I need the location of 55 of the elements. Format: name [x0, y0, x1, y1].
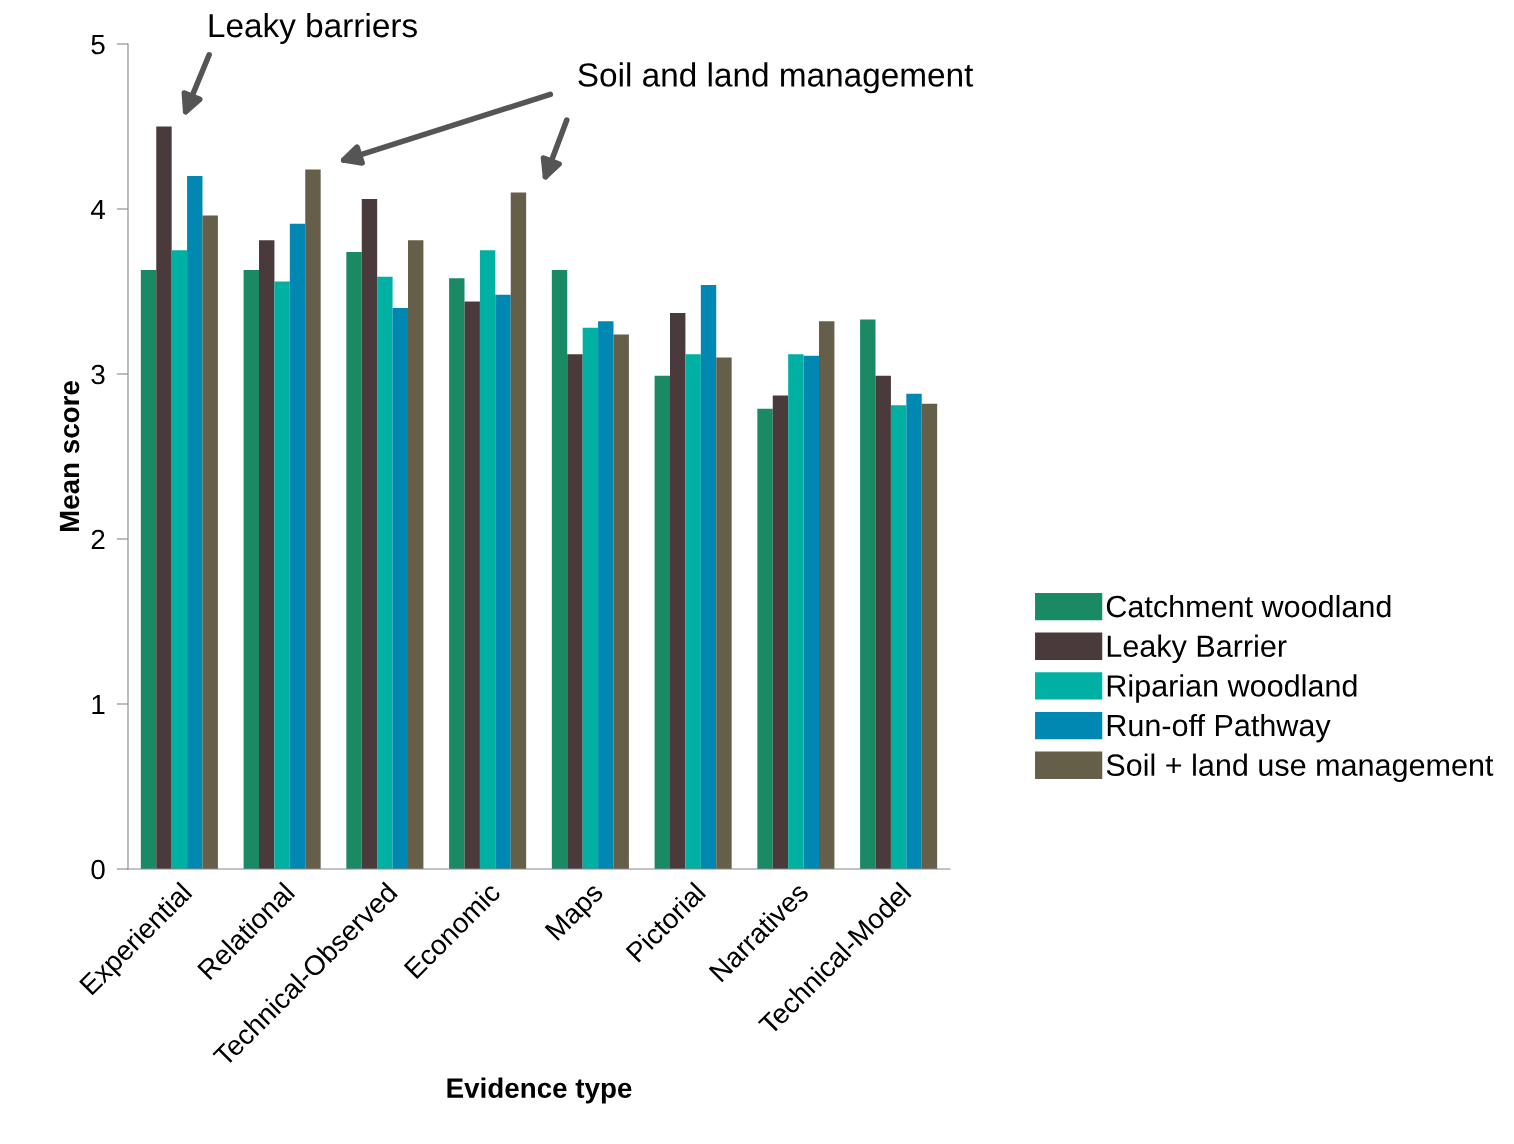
- bar: [818, 321, 835, 869]
- y-axis-title: Mean score: [59, 381, 80, 532]
- legend-label: Catchment woodland: [1106, 594, 1391, 618]
- bar: [700, 284, 717, 869]
- legend-label: Riparian woodland: [1107, 674, 1357, 703]
- bar: [772, 395, 789, 869]
- bar: [788, 354, 804, 869]
- bar: [243, 270, 260, 869]
- bar: [449, 278, 465, 869]
- bar: [407, 240, 424, 869]
- legend-label: Soil + land use management: [1106, 753, 1494, 783]
- bar: [464, 301, 480, 869]
- bar: [274, 281, 290, 869]
- annotation: Leaky barriers: [209, 12, 417, 44]
- bar: [757, 408, 773, 869]
- y-tick-label: 4: [90, 199, 105, 220]
- bar: [551, 270, 568, 869]
- y-tick-label: 1: [92, 694, 105, 715]
- bar: [582, 327, 599, 869]
- bar: [685, 354, 701, 869]
- bar: [140, 270, 157, 869]
- bar: [613, 334, 629, 869]
- bar: [346, 251, 362, 869]
- bar: [598, 321, 614, 869]
- bar: [479, 250, 496, 869]
- bar: [171, 250, 188, 869]
- bar: [510, 192, 527, 869]
- bar: [305, 169, 321, 869]
- bar: [495, 294, 511, 869]
- y-tick-label: 0: [91, 859, 105, 880]
- y-tick-label: 3: [91, 364, 105, 385]
- bar: [803, 355, 819, 869]
- legend-label: Leaky Barrier: [1107, 634, 1287, 664]
- bar: [860, 319, 876, 869]
- annotation: Soil and land management: [578, 62, 974, 94]
- bar: [289, 223, 306, 869]
- bar: [156, 126, 172, 869]
- bar: [670, 312, 686, 869]
- y-tick-label: 2: [91, 529, 105, 550]
- bar: [890, 405, 907, 869]
- bar: [392, 308, 408, 869]
- bar: [875, 375, 891, 869]
- bar: [567, 354, 583, 869]
- bar: [187, 176, 203, 869]
- y-tick-label: 5: [91, 34, 105, 55]
- bar: [654, 375, 671, 869]
- bar: [202, 215, 218, 869]
- bar: [716, 357, 732, 869]
- bar: [377, 276, 393, 869]
- x-axis-title: Evidence type: [447, 1077, 632, 1104]
- bar: [921, 403, 938, 869]
- bar: [361, 199, 378, 869]
- bar: [906, 393, 922, 869]
- legend-label: Run-off Pathway: [1107, 713, 1331, 743]
- bar: [259, 240, 275, 869]
